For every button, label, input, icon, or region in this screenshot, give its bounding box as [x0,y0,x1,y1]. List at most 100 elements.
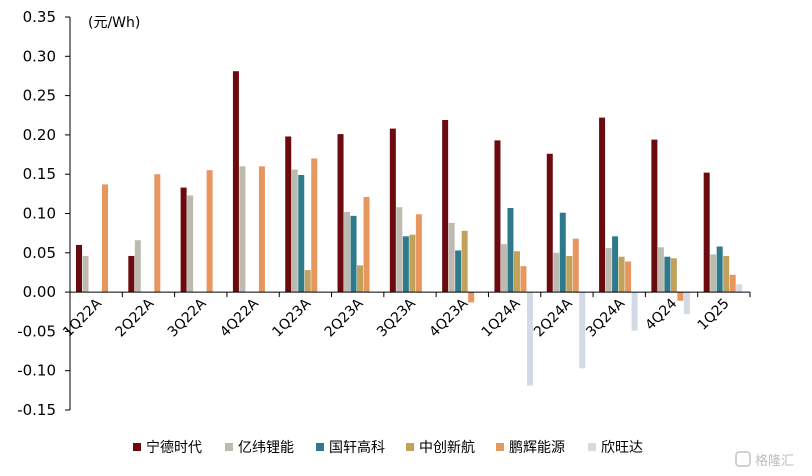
watermark-logo-icon [735,451,751,467]
x-tick-label: 3Q23A [374,295,419,340]
legend-swatch [225,443,233,451]
bar [599,117,606,293]
bar [507,208,514,293]
bar [716,246,723,293]
x-tick-label: 1Q25 [695,296,733,334]
legend-label: 亿纬锂能 [238,440,294,456]
x-tick-label: 3Q22A [165,295,210,340]
legend-label: 中创新航 [419,440,475,456]
watermark-text: 格隆汇 [755,453,794,469]
x-axis: 1Q22A 2Q22A 3Q22A 4Q22A 1Q23A 2Q23A 3Q23A 4Q23A… [60,291,751,340]
bar [298,174,305,293]
bar [363,196,370,293]
bar [579,292,586,369]
y-tick-label: -0.05 [17,322,56,340]
bar [605,248,612,293]
bar [396,207,403,293]
y-tick-label: 0.05 [23,244,56,262]
bar [455,250,462,293]
bar [625,261,632,293]
bar [546,153,553,293]
bar [128,255,135,293]
bar [520,266,527,293]
bar [526,292,533,386]
bar [664,256,671,293]
bar [402,236,409,293]
bar [448,222,455,293]
bar [553,252,560,293]
bar [651,139,658,293]
bar [442,119,449,293]
bar [180,187,187,293]
bar [618,256,625,293]
x-tick-label: 2Q24A [531,295,576,340]
x-tick-label: 4Q22A [217,295,262,340]
legend-label: 国轩高科 [329,439,385,456]
bar [500,244,507,293]
bar [736,284,743,293]
legend-label: 鹏辉能源 [509,440,565,456]
bar [670,258,677,293]
legend-swatch [316,443,324,451]
watermark: 格隆汇 [735,451,794,469]
y-tick-label: 0.10 [23,205,56,223]
bar [409,234,416,293]
x-tick-label: 1Q23A [269,295,314,340]
bar [304,270,311,293]
bar [631,292,638,331]
bar [154,174,161,293]
bar [559,212,566,293]
y-tick-label: -0.10 [17,362,56,380]
bar [683,292,690,315]
bar [258,166,265,293]
bar [232,71,239,293]
bar [206,170,213,293]
legend: 宁德时代 亿纬锂能 国轩高科 中创新航 鹏辉能源 欣旺达 [133,439,643,456]
bars [76,71,743,386]
bar [494,140,501,293]
bar [102,184,108,293]
y-tick-label: 0.15 [23,165,56,183]
bar [415,214,422,293]
x-tick-label: 4Q24 [642,296,680,334]
x-tick-label: 2Q23A [322,295,367,340]
x-tick-label: 1Q24A [479,295,524,340]
bar [729,274,736,293]
bar [566,255,573,293]
y-axis: 0.35 0.30 0.25 0.20 0.15 0.10 0.05 0.00 -0.05 -0.… [17,8,71,419]
bar [337,134,344,293]
bar [311,158,318,293]
bar [82,255,89,293]
bar [285,136,292,293]
bar [187,195,194,293]
bar [134,240,141,293]
bar [657,247,664,293]
bar [572,238,579,293]
bar [76,244,82,293]
x-tick-label: 4Q23A [426,295,471,340]
x-tick-label: 1Q22A [60,295,105,340]
bar [723,255,730,293]
y-tick-label: -0.15 [17,401,56,419]
bar [612,236,619,293]
bar [710,254,717,293]
bar [468,292,475,303]
bar [350,215,357,293]
bar [357,265,364,293]
legend-label: 宁德时代 [146,439,202,456]
legend-swatch [588,443,596,451]
x-tick-label: 2Q22A [113,295,158,340]
y-tick-label: 0.20 [23,126,56,144]
x-tick-label: 3Q24A [583,295,628,340]
y-tick-label: 0.25 [23,87,56,105]
bar [513,251,520,293]
legend-label: 欣旺达 [601,440,643,456]
bar [703,172,710,293]
bar [677,292,684,301]
bar [239,166,246,293]
unit-label: (元/Wh) [88,15,140,31]
bar [291,169,298,293]
y-tick-label: 0.35 [23,8,56,26]
legend-swatch [496,443,504,451]
